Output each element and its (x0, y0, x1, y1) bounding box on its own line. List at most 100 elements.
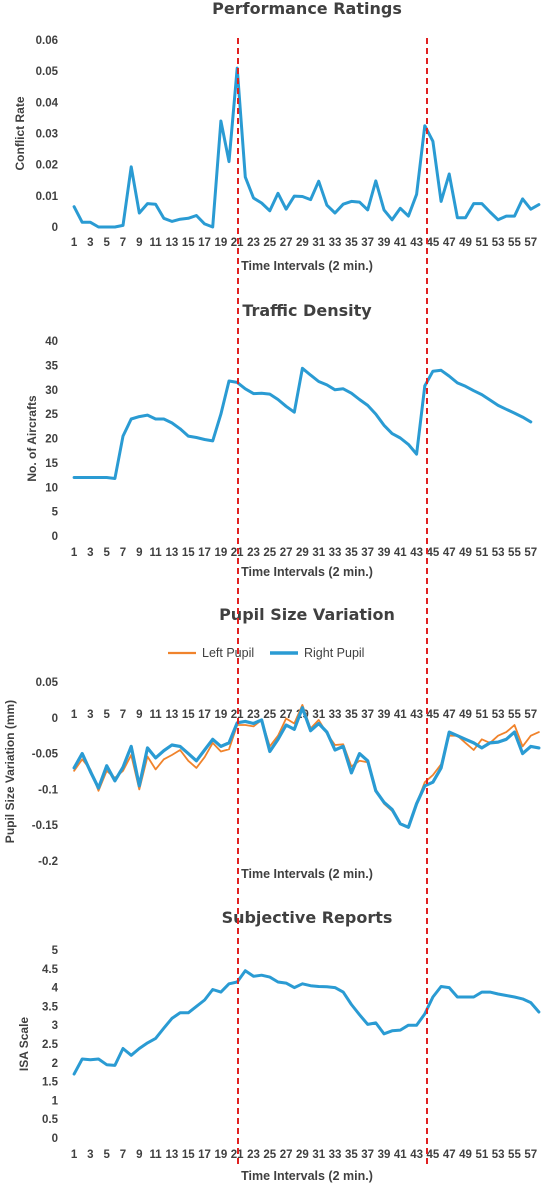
x-tick-label: 43 (410, 709, 423, 721)
x-tick-label: 55 (508, 547, 521, 559)
x-tick-label: 23 (247, 547, 260, 559)
series-line (72, 66, 541, 229)
chart-title: Subjective Reports (222, 908, 393, 927)
x-tick-label: 15 (182, 237, 195, 249)
x-tick-label: 23 (247, 1149, 260, 1161)
x-tick-label: 13 (166, 1149, 179, 1161)
y-tick-label: 15 (45, 458, 58, 470)
x-tick-label: 23 (247, 709, 260, 721)
chart-title: Traffic Density (242, 301, 372, 320)
x-tick-label: 13 (166, 237, 179, 249)
x-tick-label: 55 (508, 709, 521, 721)
x-tick-label: 45 (427, 709, 440, 721)
x-tick-label: 9 (136, 547, 142, 559)
x-tick-label: 5 (103, 237, 110, 249)
x-tick-label: 19 (214, 1149, 227, 1161)
y-tick-label: -0.15 (32, 820, 59, 832)
y-tick-label: 0.06 (36, 35, 58, 47)
x-tick-label: 5 (103, 547, 110, 559)
x-tick-label: 23 (247, 237, 260, 249)
y-tick-label: 3.5 (42, 1001, 59, 1013)
x-tick-label: 25 (263, 1149, 276, 1161)
x-tick-label: 53 (492, 1149, 505, 1161)
x-tick-label: 17 (198, 547, 211, 559)
y-tick-label: -0.2 (38, 856, 58, 868)
x-tick-label: 1 (71, 547, 78, 559)
x-axis-label: Time Intervals (2 min.) (241, 1169, 373, 1183)
y-tick-label: -0.05 (32, 749, 59, 761)
x-tick-label: 43 (410, 237, 423, 249)
x-tick-label: 31 (312, 709, 325, 721)
x-tick-label: 11 (150, 709, 163, 721)
y-tick-label: 40 (45, 336, 58, 348)
x-tick-label: 27 (280, 709, 293, 721)
x-tick-label: 11 (150, 1149, 163, 1161)
x-tick-label: 11 (150, 237, 163, 249)
chart-1: Performance Ratings 0 0.01 0.02 0.03 0.04 0.05… (13, 0, 541, 273)
x-tick-label: 3 (87, 237, 93, 249)
legend: Left Pupil Right Pupil (168, 646, 364, 660)
x-tick-label: 53 (492, 709, 505, 721)
x-tick-label: 29 (296, 1149, 309, 1161)
x-tick-label: 49 (459, 1149, 472, 1161)
y-tick-label: 1.5 (42, 1077, 59, 1089)
x-tick-label: 9 (136, 1149, 142, 1161)
x-tick-label: 31 (312, 1149, 325, 1161)
x-tick-label: 53 (492, 547, 505, 559)
x-tick-label: 7 (120, 709, 126, 721)
x-tick-label: 33 (329, 1149, 342, 1161)
y-tick-label: 0 (52, 1133, 58, 1145)
x-tick-label: 57 (524, 1149, 537, 1161)
x-tick-label: 43 (410, 547, 423, 559)
event-markers (237, 38, 428, 1166)
y-tick-label: 0 (52, 713, 58, 725)
y-tick-label: 0.05 (36, 66, 59, 78)
chart-4: Subjective Reports00.511.522.533.544.551… (17, 908, 541, 1183)
x-tick-label: 35 (345, 237, 358, 249)
y-tick-label: 30 (45, 385, 58, 397)
y-tick-label: 0.03 (36, 129, 58, 141)
x-tick-label: 51 (475, 709, 488, 721)
legend-label: Right Pupil (304, 646, 364, 660)
x-tick-label: 47 (443, 547, 456, 559)
x-tick-label: 25 (263, 547, 276, 559)
x-tick-label: 21 (231, 1149, 244, 1161)
x-tick-label: 9 (136, 237, 142, 249)
x-tick-label: 19 (214, 709, 227, 721)
x-tick-label: 33 (329, 547, 342, 559)
x-tick-label: 7 (120, 547, 126, 559)
y-tick-label: 1 (52, 1095, 59, 1107)
y-tick-label: 2.5 (42, 1039, 59, 1051)
x-tick-label: 3 (87, 547, 93, 559)
x-tick-label: 1 (71, 709, 78, 721)
x-tick-label: 57 (524, 547, 537, 559)
chart-title: Pupil Size Variation (219, 605, 395, 624)
x-tick-label: 37 (361, 237, 374, 249)
x-tick-label: 27 (280, 1149, 293, 1161)
x-tick-label: 3 (87, 1149, 93, 1161)
y-tick-label: 5 (52, 507, 59, 519)
x-tick-label: 51 (475, 547, 488, 559)
y-tick-label: 4 (52, 983, 59, 995)
x-tick-label: 19 (214, 237, 227, 249)
x-tick-label: 41 (394, 1149, 407, 1161)
y-tick-label: 25 (45, 409, 58, 421)
x-tick-label: 31 (312, 237, 325, 249)
x-tick-label: 35 (345, 1149, 358, 1161)
y-axis-label: Pupil Size Variation (mm) (3, 700, 17, 843)
x-tick-label: 3 (87, 709, 93, 721)
y-axis-label: Conflict Rate (13, 96, 27, 170)
y-tick-label: 0.05 (36, 677, 59, 689)
y-tick-label: 4.5 (42, 964, 59, 976)
x-tick-label: 43 (410, 1149, 423, 1161)
x-tick-label: 39 (378, 1149, 391, 1161)
x-tick-label: 21 (231, 709, 244, 721)
y-axis-label: No. of Aircrafts (25, 395, 39, 482)
y-tick-label: 20 (45, 434, 58, 446)
x-tick-label: 51 (475, 237, 488, 249)
chart-3: Pupil Size Variation -0.2 -0.15 -0.1 -0.05 0 0… (3, 605, 541, 881)
x-tick-label: 17 (198, 237, 211, 249)
x-tick-label: 55 (508, 1149, 521, 1161)
